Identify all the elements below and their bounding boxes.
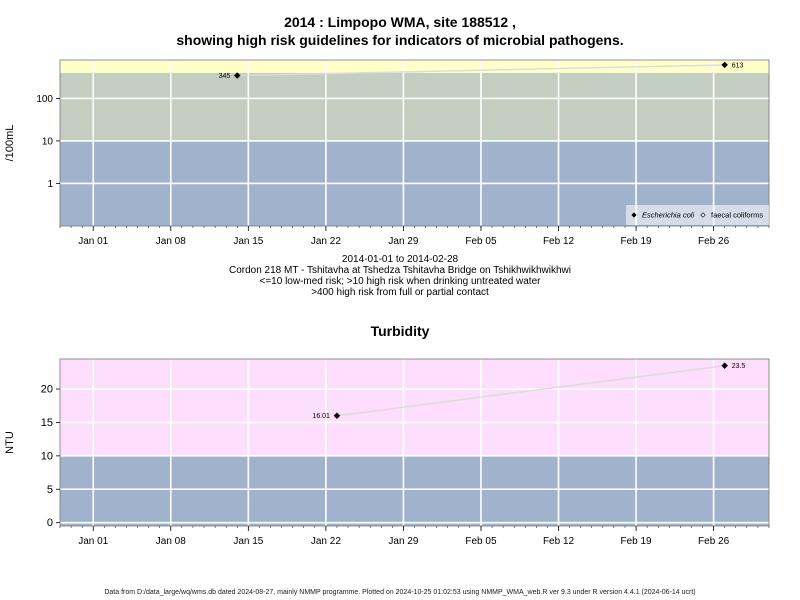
x-tick-label-0-5: Feb 05 — [465, 236, 497, 247]
y-tick-label-1-0: 0 — [47, 517, 53, 529]
turbidity-title: Turbidity — [370, 323, 430, 339]
y-axis-label-0: /100mL — [4, 125, 16, 162]
y-tick-label-1-4: 20 — [41, 384, 53, 396]
y-tick-label-0-2: 100 — [36, 94, 53, 105]
data-point-0-0-1 — [721, 61, 729, 69]
x-tick-label-1-1: Jan 08 — [156, 536, 186, 547]
data-label-1-0-1: 23.5 — [732, 363, 746, 370]
x-tick-label-0-6: Feb 12 — [543, 236, 575, 247]
legend-label-1: faecal coliforms — [711, 211, 763, 220]
x-tick-label-0-0: Jan 01 — [78, 236, 108, 247]
x-tick-label-0-2: Jan 15 — [233, 236, 263, 247]
legend-marker-1 — [700, 212, 706, 218]
guideline-drinking: <=10 low-med risk; >10 high risk when dr… — [259, 276, 541, 287]
data-point-0-0-0 — [233, 72, 241, 79]
footer-note: Data from D:/data_large/wq/wms.db dated … — [104, 589, 696, 596]
x-tick-label-0-4: Jan 29 — [388, 236, 418, 247]
x-tick-label-0-7: Feb 19 — [620, 236, 652, 247]
chart-title-line1: 2014 : Limpopo WMA, site 188512 , — [284, 14, 516, 30]
x-tick-label-1-0: Jan 01 — [78, 536, 108, 547]
y-tick-label-0-0: 1 — [47, 179, 53, 190]
legend-box — [626, 205, 769, 225]
guideline-contact: >400 high risk from full or partial cont… — [311, 287, 489, 298]
y-axis-label-1: NTU — [4, 431, 16, 454]
x-tick-label-1-7: Feb 19 — [620, 536, 652, 547]
legend-label-0: Escherichia coli — [642, 211, 694, 220]
site-description: Cordon 218 MT - Tshitavha at Tshedza Tsh… — [228, 265, 572, 276]
legend-marker-0 — [631, 212, 637, 218]
x-tick-label-1-5: Feb 05 — [465, 536, 497, 547]
x-tick-label-0-8: Feb 26 — [698, 236, 730, 247]
data-label-1-0-0: 16.01 — [312, 413, 330, 420]
date-range: 2014-01-01 to 2014-02-28 — [341, 254, 459, 265]
x-tick-label-0-3: Jan 22 — [311, 236, 341, 247]
x-tick-label-1-2: Jan 15 — [233, 536, 263, 547]
risk-band-0-1 — [60, 72, 769, 141]
risk-band-0-2 — [60, 60, 769, 73]
x-tick-label-1-8: Feb 26 — [698, 536, 730, 547]
data-point-1-0-0 — [333, 412, 341, 420]
x-tick-label-1-3: Jan 22 — [311, 536, 341, 547]
data-label-0-0-0: 345 — [219, 73, 231, 80]
y-tick-label-1-1: 5 — [47, 484, 53, 496]
y-tick-label-1-2: 10 — [41, 450, 53, 462]
series-line-1-0 — [336, 364, 725, 417]
chart-title-line2: showing high risk guidelines for indicat… — [176, 32, 624, 48]
risk-band-1-0 — [60, 455, 769, 526]
x-tick-label-0-1: Jan 08 — [156, 236, 186, 247]
y-tick-label-0-1: 10 — [42, 136, 54, 147]
data-point-1-0-1 — [721, 362, 729, 370]
series-line-0-0 — [237, 64, 725, 77]
x-tick-label-1-4: Jan 29 — [388, 536, 418, 547]
y-tick-label-1-3: 15 — [41, 417, 53, 429]
data-label-0-0-1: 613 — [732, 62, 744, 69]
x-tick-label-1-6: Feb 12 — [543, 536, 575, 547]
